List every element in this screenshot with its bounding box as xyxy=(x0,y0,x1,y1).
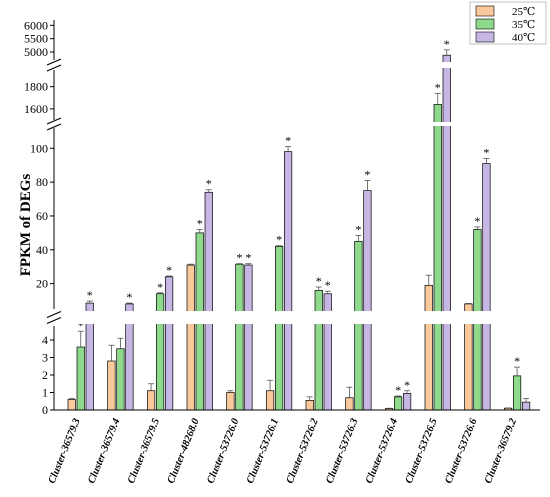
legend-label: 25℃ xyxy=(512,6,535,18)
y-tick-label: 40 xyxy=(36,243,48,257)
bar xyxy=(164,276,174,411)
bar xyxy=(235,263,244,411)
significance-marker: * xyxy=(364,167,370,181)
y-tick-label: 1600 xyxy=(24,102,48,116)
x-tick-label: Cluster-36579.2 xyxy=(483,416,519,485)
significance-marker: * xyxy=(285,134,291,148)
x-axis-category-labels: Cluster-36579.3 Cluster-36579.4 Cluster-36… xyxy=(47,416,520,485)
bar xyxy=(146,390,156,411)
significance-marker: * xyxy=(236,251,242,265)
bar xyxy=(116,348,125,411)
axis-break-mark xyxy=(46,123,62,131)
x-tick-label: Cluster-53726.6 xyxy=(443,416,479,485)
axis-break-band xyxy=(55,311,541,324)
y-tick-label: 60 xyxy=(36,209,48,223)
axis-break-bands xyxy=(55,62,541,324)
axis-break-mark xyxy=(46,64,62,72)
significance-marker: * xyxy=(483,145,489,159)
bar xyxy=(363,190,372,411)
bar xyxy=(314,290,323,411)
significance-marker: * xyxy=(157,280,163,294)
y-tick-label: 5000 xyxy=(24,45,48,59)
bar xyxy=(226,392,235,411)
y-tick-label: 3 xyxy=(42,351,48,365)
axis-break-band xyxy=(55,62,541,68)
legend-swatch xyxy=(475,18,495,30)
bar xyxy=(244,264,253,411)
x-tick-label: Cluster-36579.3 xyxy=(47,417,83,485)
y-tick-label: 100 xyxy=(30,141,48,155)
bar xyxy=(512,375,522,411)
significance-marker: * xyxy=(126,290,132,304)
bar xyxy=(76,346,85,411)
y-tick-label: 0 xyxy=(42,403,48,417)
x-tick-label: Cluster-53726.0 xyxy=(205,416,241,485)
significance-marker: * xyxy=(444,37,450,51)
x-tick-label: Cluster-53726.4 xyxy=(364,417,400,485)
y-tick-label: 1800 xyxy=(24,80,48,94)
bar xyxy=(402,393,412,411)
legend-label: 40℃ xyxy=(512,32,535,44)
significance-marker: * xyxy=(474,214,480,228)
legend-swatch xyxy=(475,5,495,17)
axis-break-mark xyxy=(46,316,62,325)
significance-marker: * xyxy=(355,222,361,236)
significance-marker: * xyxy=(435,80,441,94)
y-tick-label: 80 xyxy=(36,175,48,189)
bar xyxy=(393,396,403,411)
x-tick-label: Cluster-36579.5 xyxy=(126,417,162,485)
bar xyxy=(265,390,275,411)
y-axis-label: FPKM of DEGs xyxy=(18,174,34,277)
bar xyxy=(186,264,195,411)
bar xyxy=(305,400,314,411)
significance-marker: * xyxy=(325,278,331,292)
x-tick-label: Cluster-53726.1 xyxy=(245,417,281,485)
y-tick-label: 5500 xyxy=(24,32,48,46)
significance-marker: * xyxy=(245,251,251,265)
legend-swatch xyxy=(475,31,495,43)
y-tick-label: 1 xyxy=(42,386,48,400)
significance-marker: * xyxy=(87,288,93,302)
bar xyxy=(345,397,354,411)
bars: ** ****** **** **** ****** xyxy=(67,37,531,411)
significance-marker: * xyxy=(514,354,520,368)
bar xyxy=(107,360,116,411)
axis-break-mark xyxy=(46,58,62,66)
bar xyxy=(204,191,213,411)
x-tick-label: Cluster-36579.4 xyxy=(86,417,122,485)
bar xyxy=(354,240,363,411)
significance-marker: * xyxy=(206,177,212,191)
significance-marker: * xyxy=(197,216,203,230)
legend-label: 35℃ xyxy=(512,19,535,31)
bar xyxy=(442,54,451,411)
bar xyxy=(67,399,76,411)
bar xyxy=(274,246,284,411)
y-tick-label: 20 xyxy=(36,277,48,291)
x-tick-label: Cluster-53726.5 xyxy=(404,417,440,485)
bar xyxy=(433,104,442,411)
significance-marker: * xyxy=(395,383,401,397)
bar xyxy=(521,401,531,411)
axis-break-band xyxy=(55,122,541,126)
bar xyxy=(283,151,293,411)
x-tick-label: Cluster-53726.2 xyxy=(285,416,321,485)
bar xyxy=(482,163,491,411)
y-tick-label: 2 xyxy=(42,368,48,382)
x-tick-label: Cluster-53726.3 xyxy=(324,417,360,485)
x-tick-label: Cluster-48268.0 xyxy=(166,416,202,485)
y-tick-label: 6000 xyxy=(24,18,48,32)
significance-marker: * xyxy=(166,263,172,277)
significance-marker: * xyxy=(404,378,410,392)
y-tick-label: 4 xyxy=(42,333,48,347)
axis-break-mark xyxy=(46,310,62,319)
significance-marker: * xyxy=(316,274,322,288)
legend: 25℃35℃40℃ xyxy=(469,1,547,45)
axis-break-mark xyxy=(46,117,62,125)
bar xyxy=(424,284,433,411)
significance-marker: * xyxy=(276,233,282,247)
significance-marker: * xyxy=(78,318,84,332)
